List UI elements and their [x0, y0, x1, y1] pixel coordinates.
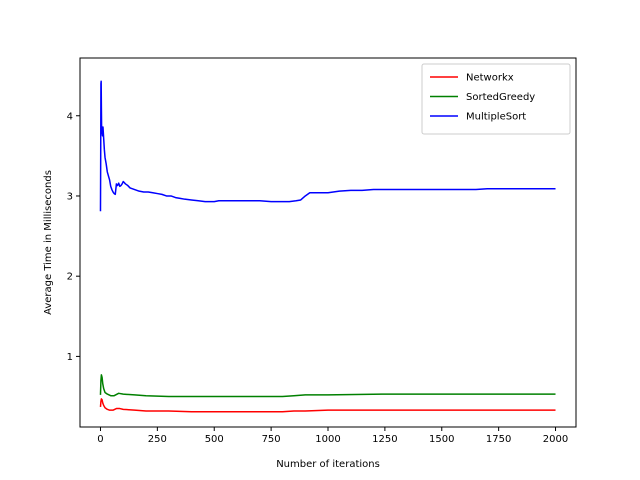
x-tick-label: 1000	[315, 434, 340, 445]
y-tick-label: 2	[67, 272, 73, 283]
x-tick-label: 0	[97, 434, 103, 445]
series-layer	[99, 80, 556, 413]
y-tick-label: 1	[67, 352, 73, 363]
series-line-sortedgreedy	[99, 374, 556, 398]
legend-label: SortedGreedy	[466, 92, 535, 103]
x-axis: 0 250 500 750 1000 1250 1500 1750 2000	[97, 427, 568, 445]
legend-label: Networkx	[466, 73, 514, 84]
y-axis: 1 2 3 4	[67, 111, 80, 363]
x-tick-label: 2000	[543, 434, 568, 445]
series-line-multiplesort	[99, 80, 556, 212]
y-tick-label: 4	[67, 111, 73, 122]
legend: Networkx SortedGreedy MultipleSort	[421, 63, 571, 135]
x-tick-label: 500	[205, 434, 224, 445]
legend-label: MultipleSort	[466, 112, 526, 123]
x-tick-label: 1250	[372, 434, 397, 445]
x-tick-label: 250	[148, 434, 167, 445]
x-tick-label: 1500	[429, 434, 454, 445]
y-axis-label: Average Time in Milliseconds	[43, 170, 54, 315]
x-tick-label: 1750	[486, 434, 511, 445]
x-axis-label: Number of iterations	[276, 459, 380, 470]
y-tick-label: 3	[67, 191, 73, 202]
x-tick-label: 750	[262, 434, 281, 445]
legend-box	[421, 63, 571, 135]
series-line-networkx	[99, 398, 556, 413]
